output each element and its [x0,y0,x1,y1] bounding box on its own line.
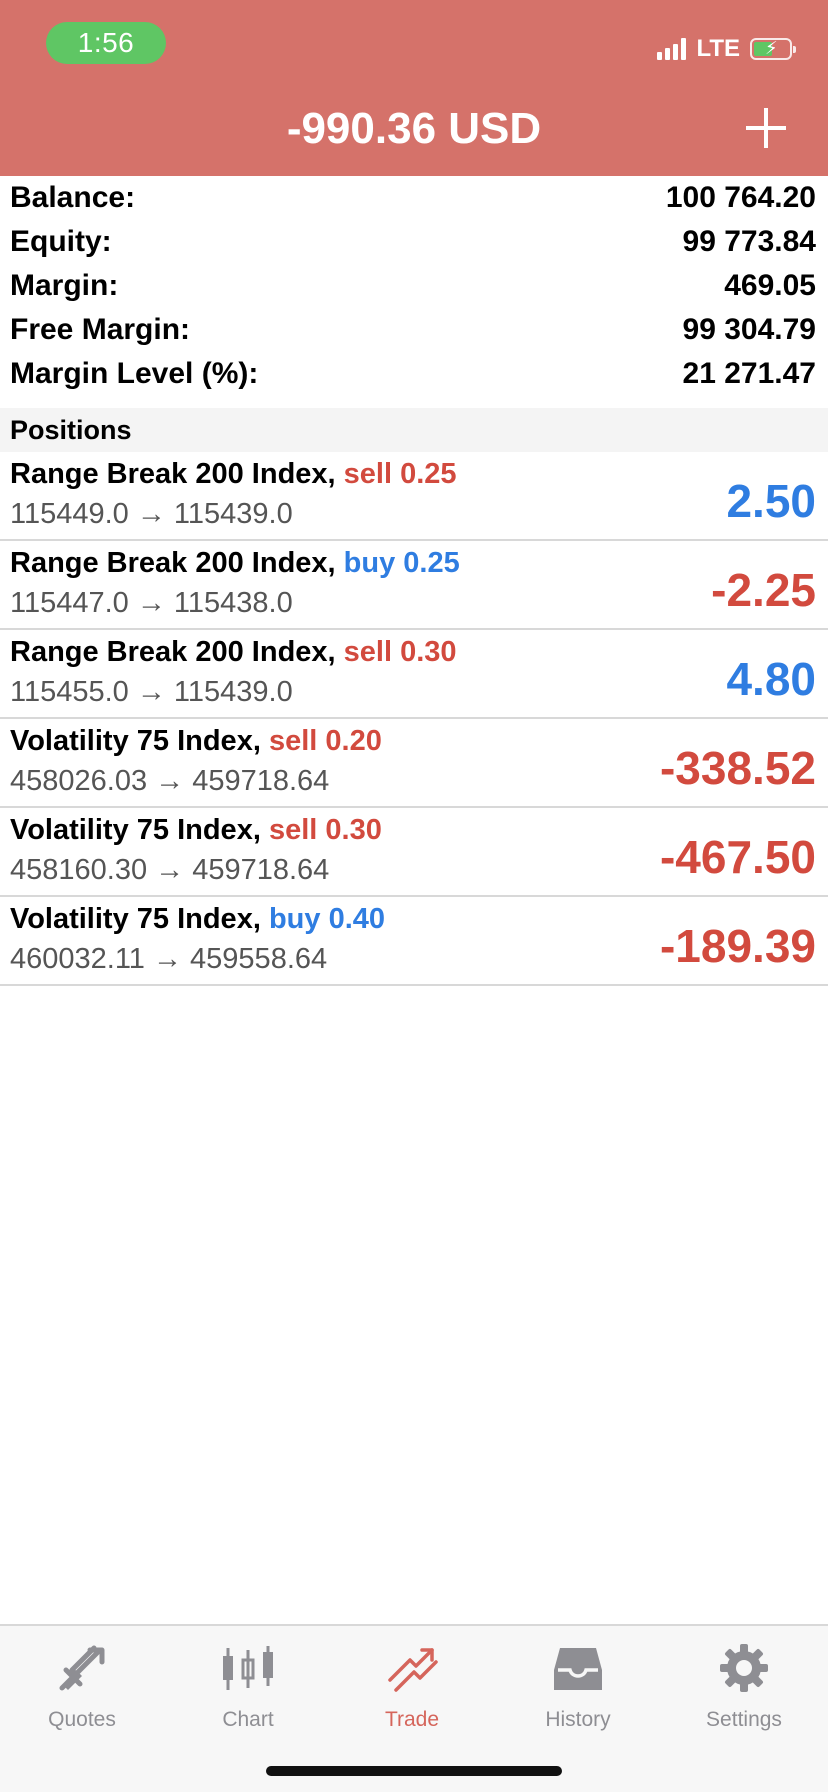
position-row[interactable]: Range Break 200 Index, sell 0.25 115449.… [0,452,828,541]
position-side: sell 0.20 [268,725,382,757]
status-indicators: LTE ⚡ [657,34,796,64]
positions-list: Range Break 200 Index, sell 0.25 115449.… [0,452,828,986]
position-row[interactable]: Range Break 200 Index, sell 0.30 115455.… [0,630,828,719]
position-profit: 2.50 [726,475,816,527]
summary-label: Free Margin: [10,313,191,346]
position-side: sell 0.30 [343,636,457,668]
network-type: LTE [696,35,740,62]
tab-label: Settings [706,1708,782,1731]
add-order-button[interactable] [746,108,786,148]
position-symbol: Volatility 75 Index, [10,814,261,846]
summary-row-equity: Equity: 99 773.84 [0,220,828,264]
summary-label: Margin Level (%): [10,357,259,390]
tab-label: History [545,1708,611,1731]
position-profit: 4.80 [726,653,816,705]
summary-row-margin: Margin: 469.05 [0,264,828,308]
battery-icon: ⚡ [750,38,796,60]
position-profit: -189.39 [659,920,816,972]
position-prices: 115447.0 → 115438.0 [10,587,293,619]
header-bar: 1:56 LTE ⚡ -990.36 USD [0,0,828,176]
floating-profit-title: -990.36 USD [286,104,542,153]
position-side: sell 0.25 [343,458,457,490]
summary-row-free-margin: Free Margin: 99 304.79 [0,308,828,352]
trade-icon [388,1648,438,1692]
position-profit: -467.50 [659,831,816,883]
summary-value: 469.05 [724,269,816,302]
position-prices: 115455.0 → 115439.0 [10,676,293,708]
position-prices: 460032.11 → 459558.64 [10,943,328,975]
tab-history[interactable]: History [508,1640,648,1732]
tab-label: Quotes [48,1708,116,1731]
positions-section-header: Positions [0,408,828,452]
account-summary: Balance: 100 764.20 Equity: 99 773.84 Ma… [0,176,828,396]
summary-row-balance: Balance: 100 764.20 [0,176,828,220]
tab-label: Trade [384,1708,440,1731]
position-row[interactable]: Volatility 75 Index, sell 0.30 458160.30… [0,808,828,897]
position-side: buy 0.25 [343,547,460,579]
tab-bar: Quotes Chart Trade History [0,1624,828,1792]
position-prices: 458160.30 → 459718.64 [10,854,330,886]
home-indicator [266,1766,562,1776]
position-prices: 458026.03 → 459718.64 [10,765,330,797]
position-row[interactable]: Volatility 75 Index, sell 0.20 458026.03… [0,719,828,808]
tab-label: Chart [222,1708,274,1731]
summary-row-margin-level: Margin Level (%): 21 271.47 [0,352,828,396]
position-symbol: Range Break 200 Index, [10,547,336,579]
summary-label: Margin: [10,269,119,302]
position-symbol: Volatility 75 Index, [10,725,261,757]
position-row[interactable]: Range Break 200 Index, buy 0.25 115447.0… [0,541,828,630]
summary-value: 99 773.84 [682,225,816,258]
position-profit: -338.52 [659,742,816,794]
position-side: sell 0.30 [268,814,382,846]
summary-label: Equity: [10,225,112,258]
status-time: 1:56 [46,22,166,64]
signal-icon [657,38,687,60]
gear-icon [720,1644,768,1692]
tab-settings[interactable]: Settings [674,1640,814,1732]
tab-chart[interactable]: Chart [178,1640,318,1732]
position-symbol: Volatility 75 Index, [10,903,261,935]
tab-quotes[interactable]: Quotes [12,1640,152,1732]
summary-value: 99 304.79 [682,313,816,346]
tab-trade[interactable]: Trade [342,1640,482,1732]
position-prices: 115449.0 → 115439.0 [10,498,293,530]
position-symbol: Range Break 200 Index, [10,636,336,668]
position-profit: -2.25 [711,564,816,616]
summary-label: Balance: [10,181,136,214]
summary-value: 21 271.47 [682,357,816,390]
position-side: buy 0.40 [268,903,386,935]
history-icon [554,1648,602,1690]
position-row[interactable]: Volatility 75 Index, buy 0.40 460032.11 … [0,897,828,986]
quotes-icon [59,1645,105,1691]
summary-value: 100 764.20 [665,181,816,214]
position-symbol: Range Break 200 Index, [10,458,336,490]
chart-icon [223,1646,273,1690]
